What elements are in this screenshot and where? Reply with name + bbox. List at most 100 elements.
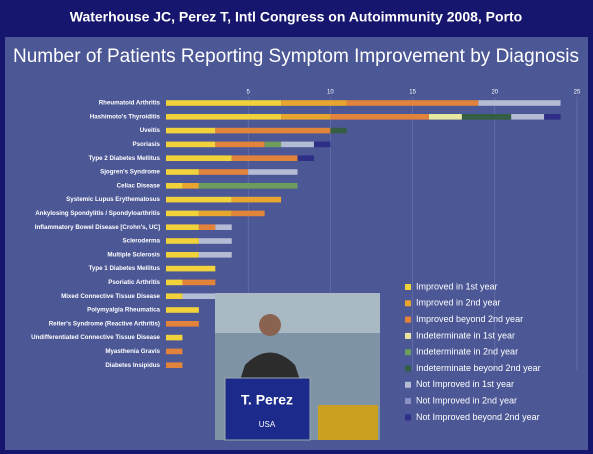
slide: Waterhouse JC, Perez T, Intl Congress on… bbox=[0, 0, 593, 454]
bar-segment bbox=[166, 335, 182, 341]
bar-segment bbox=[215, 142, 264, 148]
speaker-video: T. Perez USA bbox=[215, 293, 380, 440]
flowers bbox=[318, 405, 378, 440]
bar-segment bbox=[166, 114, 281, 120]
header: Waterhouse JC, Perez T, Intl Congress on… bbox=[70, 9, 522, 25]
legend-swatch bbox=[405, 333, 411, 339]
y-tick-label: Psoriatic Arthritis bbox=[108, 279, 160, 286]
legend-label: Indeterminate beyond 2nd year bbox=[416, 363, 541, 373]
bar-segment bbox=[199, 252, 232, 258]
legend-label: Improved beyond 2nd year bbox=[416, 314, 523, 324]
legend-swatch bbox=[405, 349, 411, 355]
bar-segment bbox=[199, 211, 232, 217]
bar-segment bbox=[265, 142, 281, 148]
legend-swatch bbox=[405, 382, 411, 388]
bar-segment bbox=[166, 307, 199, 313]
y-tick-label: Hashimoto's Thyroiditis bbox=[90, 113, 161, 120]
bar-segment bbox=[248, 169, 297, 175]
y-tick-label: Diabetes Insipidus bbox=[105, 362, 160, 369]
bar-segment bbox=[298, 155, 314, 161]
bar-segment bbox=[166, 128, 215, 134]
legend-label: Improved in 1st year bbox=[416, 281, 498, 291]
bar-segment bbox=[166, 142, 215, 148]
y-tick-label: Uveitis bbox=[140, 127, 161, 134]
legend-swatch bbox=[405, 398, 411, 404]
legend-label: Not Improved beyond 2nd year bbox=[416, 412, 540, 422]
bar-segment bbox=[182, 183, 198, 189]
y-tick-label: Rheumatoid Arthritis bbox=[99, 100, 161, 107]
bar-segment bbox=[281, 114, 330, 120]
bar-segment bbox=[166, 100, 281, 106]
bar-segment bbox=[166, 252, 199, 258]
legend-label: Not Improved in 2nd year bbox=[416, 395, 517, 405]
y-tick-label: Undifferentiated Connective Tissue Disea… bbox=[31, 334, 160, 341]
x-tick-label: 10 bbox=[327, 90, 334, 96]
bar-segment bbox=[166, 169, 199, 175]
chart-title: Number of Patients Reporting Symptom Imp… bbox=[13, 46, 579, 67]
legend-swatch bbox=[405, 414, 411, 420]
bar-segment bbox=[281, 100, 347, 106]
bar-segment bbox=[232, 211, 265, 217]
legend-label: Indeterminate in 2nd year bbox=[416, 347, 518, 357]
y-tick-label: Polymyalgia Rheumatica bbox=[87, 307, 160, 314]
video-background bbox=[215, 293, 380, 333]
bar-segment bbox=[281, 142, 314, 148]
bar-segment bbox=[347, 100, 479, 106]
x-tick-label: 20 bbox=[491, 90, 498, 96]
legend-swatch bbox=[405, 366, 411, 372]
bar-segment bbox=[182, 293, 215, 299]
x-tick-label: 15 bbox=[409, 90, 416, 96]
bar-segment bbox=[166, 266, 215, 272]
y-tick-label: Inflammatory Bowel Disease [Crohn's, UC] bbox=[35, 224, 160, 231]
bar-segment bbox=[166, 211, 199, 217]
y-tick-label: Systemic Lupus Erythematosus bbox=[66, 196, 160, 203]
bar-segment bbox=[232, 155, 298, 161]
y-tick-label: Type 1 Diabetes Mellitus bbox=[89, 265, 161, 272]
bar-segment bbox=[462, 114, 511, 120]
legend-swatch bbox=[405, 317, 411, 323]
bar-segment bbox=[166, 155, 232, 161]
bar-segment bbox=[215, 128, 330, 134]
y-tick-label: Multiple Sclerosis bbox=[107, 251, 160, 258]
speaker-name: T. Perez bbox=[241, 392, 293, 408]
bar-segment bbox=[429, 114, 462, 120]
legend-label: Indeterminate in 1st year bbox=[416, 330, 515, 340]
bar-segment bbox=[166, 293, 182, 299]
legend-label: Not Improved in 1st year bbox=[416, 379, 514, 389]
bar-segment bbox=[166, 321, 199, 327]
bar-segment bbox=[314, 142, 330, 148]
y-tick-label: Sjogren's Syndrome bbox=[100, 169, 160, 176]
bar-segment bbox=[166, 197, 232, 203]
bar-segment bbox=[182, 280, 215, 286]
bar-segment bbox=[166, 183, 182, 189]
speaker-country: USA bbox=[259, 420, 276, 429]
page: Waterhouse JC, Perez T, Intl Congress on… bbox=[0, 0, 593, 454]
legend-swatch bbox=[405, 300, 411, 306]
bar-segment bbox=[199, 169, 248, 175]
legend-label: Improved in 2nd year bbox=[416, 298, 501, 308]
bar-segment bbox=[166, 280, 182, 286]
y-tick-label: Celiac Disease bbox=[117, 182, 161, 189]
y-tick-label: Ankylosing Spondylitis / Spondyloarthrit… bbox=[35, 210, 160, 217]
y-tick-label: Mixed Connective Tissue Disease bbox=[61, 293, 160, 300]
bar-segment bbox=[199, 183, 298, 189]
bar-segment bbox=[330, 114, 429, 120]
y-tick-label: Type 2 Diabetes Mellitus bbox=[89, 155, 161, 162]
legend-swatch bbox=[405, 284, 411, 290]
bar-segment bbox=[544, 114, 560, 120]
bar-segment bbox=[166, 362, 182, 368]
podium bbox=[225, 378, 310, 440]
y-tick-label: Psoriasis bbox=[132, 141, 160, 148]
bar-segment bbox=[511, 114, 544, 120]
bar-segment bbox=[166, 224, 199, 230]
bar-segment bbox=[166, 349, 182, 355]
speaker-head bbox=[259, 314, 281, 336]
bar-segment bbox=[199, 224, 215, 230]
bar-segment bbox=[478, 100, 560, 106]
y-tick-label: Myasthenia Gravis bbox=[105, 348, 160, 355]
y-tick-label: Reiter's Syndrome (Reactive Arthritis) bbox=[49, 320, 160, 327]
bar-segment bbox=[215, 224, 231, 230]
bar-segment bbox=[199, 238, 232, 244]
bar-segment bbox=[166, 238, 199, 244]
y-tick-label: Scleroderma bbox=[123, 238, 161, 245]
